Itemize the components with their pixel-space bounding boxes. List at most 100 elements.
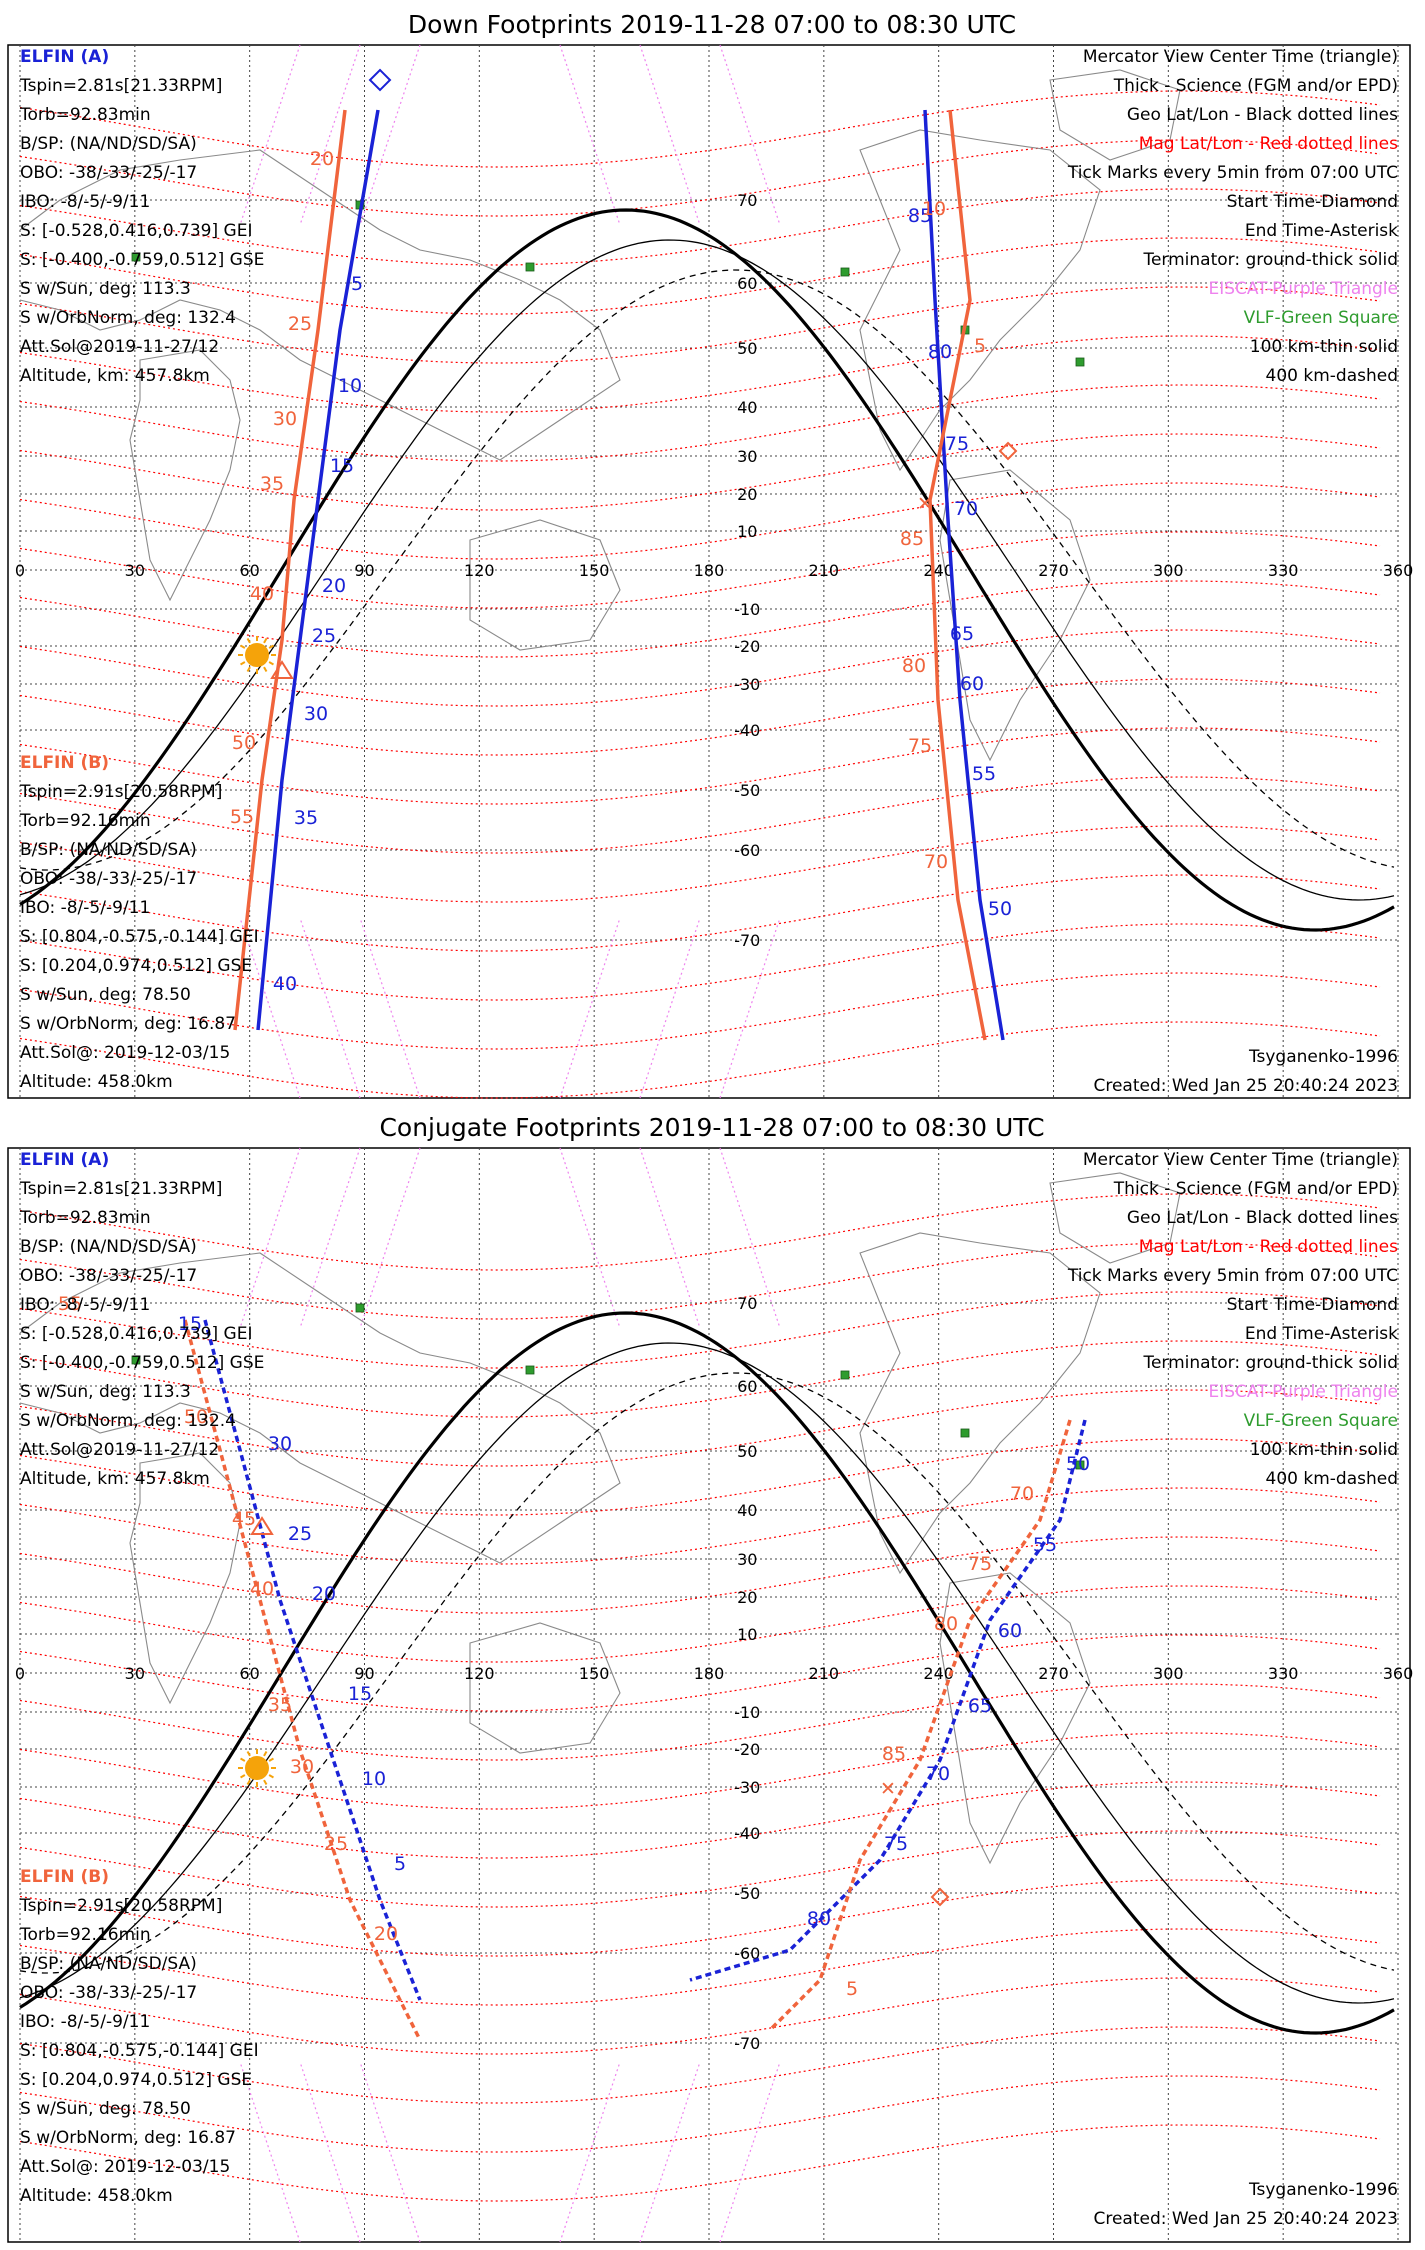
sun-ray bbox=[246, 638, 251, 644]
lat-tick-label: -20 bbox=[734, 637, 760, 656]
mag-parallel bbox=[19, 727, 1381, 805]
elfin-b-track bbox=[183, 1319, 422, 2041]
elfin-b-info-line: Tspin=2.91s[20.58RPM] bbox=[19, 1896, 222, 1916]
terminator-ground bbox=[19, 1311, 1395, 2035]
lon-tick-label: 240 bbox=[923, 1664, 954, 1683]
lat-tick-label: -40 bbox=[734, 1824, 760, 1843]
lon-tick-label: 120 bbox=[464, 561, 495, 580]
lon-tick-label: 300 bbox=[1153, 1664, 1184, 1683]
mag-parallel bbox=[19, 1021, 1381, 1099]
end-asterisk-marker: ✕ bbox=[917, 493, 933, 515]
sun-ray bbox=[240, 644, 246, 649]
mag-meridian bbox=[299, 2061, 361, 2243]
legend-line: Terminator: ground-thick solid bbox=[1142, 1353, 1398, 1373]
elfin-b-info-line: B/SP: (NA/ND/SD/SA) bbox=[20, 840, 197, 860]
end-asterisk-marker: ✕ bbox=[880, 1778, 896, 1800]
mag-meridian bbox=[239, 2061, 301, 2243]
lon-tick-label: 210 bbox=[809, 1664, 840, 1683]
sun-disc bbox=[245, 1756, 269, 1780]
elfin-b-tick-label: 40 bbox=[250, 583, 274, 605]
lat-tick-label: -20 bbox=[734, 1740, 760, 1759]
mag-parallel bbox=[19, 923, 1381, 1001]
vlf-station-marker bbox=[840, 267, 850, 277]
mag-parallel bbox=[19, 825, 1381, 903]
sun-ray bbox=[263, 1779, 268, 1785]
legend-line: VLF-Green Square bbox=[1244, 308, 1398, 328]
elfin-a-tick-label: 80 bbox=[928, 341, 952, 363]
lat-tick-label: 30 bbox=[737, 1550, 757, 1569]
elfin-b-tick-label: 75 bbox=[968, 1553, 992, 1575]
mag-parallel bbox=[19, 433, 1381, 511]
elfin-b-info-line: IBO: -8/-5/-9/11 bbox=[20, 2012, 150, 2032]
lat-tick-label: 30 bbox=[737, 447, 757, 466]
lon-tick-label: 0 bbox=[15, 561, 25, 580]
lat-tick-label: -30 bbox=[734, 675, 760, 694]
elfin-a-info-line: S w/OrbNorm, deg: 132.4 bbox=[20, 308, 236, 328]
lat-tick-label: -10 bbox=[734, 1703, 760, 1722]
elfin-b-tick-label: 80 bbox=[902, 655, 926, 677]
elfin-a-tick-label: 60 bbox=[960, 673, 984, 695]
vlf-station-marker bbox=[355, 1303, 365, 1313]
mag-parallel bbox=[19, 1536, 1381, 1614]
coastline bbox=[469, 519, 621, 651]
vlf-station-marker bbox=[1075, 1460, 1085, 1470]
elfin-a-track bbox=[689, 1419, 1087, 1982]
vlf-station-marker bbox=[1075, 357, 1085, 367]
legend-line: Tick Marks every 5min from 07:00 UTC bbox=[1067, 163, 1398, 183]
mag-parallel bbox=[19, 1732, 1381, 1810]
mag-meridian bbox=[559, 2061, 621, 2243]
elfin-b-tick-label: 55 bbox=[230, 806, 254, 828]
elfin-a-tick-label: 65 bbox=[968, 1695, 992, 1717]
terminator-400km bbox=[19, 1372, 1395, 1974]
elfin-a-tick-label: 85 bbox=[908, 205, 932, 227]
lon-tick-label: 0 bbox=[15, 1664, 25, 1683]
mag-parallel bbox=[19, 1340, 1381, 1418]
mag-parallel bbox=[19, 874, 1381, 952]
elfin-b-tick-label: 30 bbox=[290, 1756, 314, 1778]
mag-meridian bbox=[639, 1147, 701, 1329]
legend-line: Mag Lat/Lon - Red dotted lines bbox=[1139, 134, 1398, 154]
elfin-a-info-line: Att.Sol@2019-11-27/12 bbox=[20, 1440, 219, 1460]
elfin-b-tick-label: 55 bbox=[58, 1293, 82, 1315]
created-timestamp: Created: Wed Jan 25 20:40:24 2023 bbox=[1093, 2209, 1398, 2229]
lat-tick-label: 70 bbox=[737, 1294, 757, 1313]
elfin-b-tick-label: 25 bbox=[324, 1833, 348, 1855]
elfin-a-info-line: B/SP: (NA/ND/SD/SA) bbox=[20, 134, 197, 154]
elfin-a-info-line: S w/OrbNorm, deg: 132.4 bbox=[20, 1411, 236, 1431]
elfin-b-tick-label: 45 bbox=[232, 1508, 256, 1530]
lat-tick-label: 70 bbox=[737, 191, 757, 210]
mag-parallel bbox=[19, 384, 1381, 462]
mag-parallel bbox=[19, 2124, 1381, 2202]
elfin-b-tick-label: 35 bbox=[268, 1694, 292, 1716]
lon-tick-label: 120 bbox=[464, 1664, 495, 1683]
elfin-a-tick-label: 10 bbox=[338, 375, 362, 397]
mag-parallel bbox=[19, 1242, 1381, 1320]
legend-line: EISCAT-Purple Triangle bbox=[1208, 279, 1398, 299]
mag-meridian bbox=[239, 917, 301, 1099]
sun-ray bbox=[263, 666, 268, 672]
lon-tick-label: 360 bbox=[1383, 1664, 1414, 1683]
elfin-a-tick-label: 55 bbox=[1033, 1534, 1057, 1556]
lon-tick-label: 30 bbox=[125, 561, 145, 580]
lon-tick-label: 60 bbox=[239, 561, 259, 580]
elfin-b-tick-label: 70 bbox=[1010, 1483, 1034, 1505]
center-time-triangle bbox=[250, 1516, 274, 1535]
elfin-a-tick-label: 25 bbox=[288, 1523, 312, 1545]
sun-disc bbox=[245, 643, 269, 667]
sun-icon bbox=[238, 636, 276, 674]
legend-line: EISCAT-Purple Triangle bbox=[1208, 1382, 1398, 1402]
lat-tick-label: 40 bbox=[737, 398, 757, 417]
elfin-a-tick-label: 60 bbox=[998, 1620, 1022, 1642]
coastline bbox=[129, 349, 241, 602]
elfin-a-tick-label: 35 bbox=[294, 807, 318, 829]
elfin-a-info-line: S: [-0.400,-0.759,0.512] GSE bbox=[20, 250, 264, 270]
lon-tick-label: 180 bbox=[694, 1664, 725, 1683]
elfin-a-info-line: Tspin=2.81s[21.33RPM] bbox=[19, 1179, 222, 1199]
coastline bbox=[1049, 69, 1181, 161]
lat-tick-label: 40 bbox=[737, 1501, 757, 1520]
sun-ray bbox=[246, 666, 251, 672]
mag-parallel bbox=[19, 237, 1381, 315]
elfin-b-tick-label: 80 bbox=[934, 1613, 958, 1635]
elfin-a-tick-label: 65 bbox=[950, 623, 974, 645]
elfin-b-track bbox=[768, 1419, 1072, 2032]
